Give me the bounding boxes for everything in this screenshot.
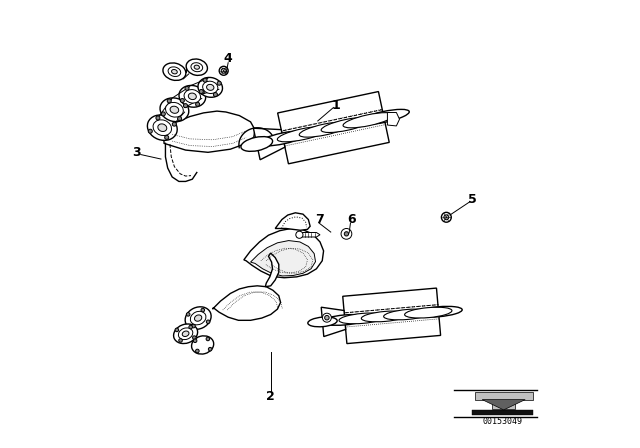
Circle shape [148, 129, 152, 133]
Ellipse shape [190, 311, 206, 325]
Circle shape [196, 102, 200, 106]
Circle shape [184, 103, 188, 108]
Ellipse shape [207, 84, 214, 90]
Circle shape [324, 315, 329, 320]
Polygon shape [275, 213, 310, 230]
Text: 4: 4 [224, 52, 232, 65]
Circle shape [175, 328, 179, 332]
Ellipse shape [191, 63, 203, 72]
Circle shape [219, 66, 228, 75]
Ellipse shape [185, 307, 211, 329]
Polygon shape [387, 112, 399, 126]
Ellipse shape [163, 63, 186, 81]
Ellipse shape [166, 103, 183, 117]
Circle shape [193, 336, 196, 340]
Text: 3: 3 [132, 146, 141, 159]
Polygon shape [244, 228, 324, 278]
Circle shape [185, 86, 189, 90]
Text: 1: 1 [332, 99, 340, 112]
Circle shape [156, 116, 160, 120]
Circle shape [186, 313, 190, 316]
Circle shape [200, 90, 204, 94]
Text: 00153049: 00153049 [483, 417, 523, 426]
Ellipse shape [179, 328, 193, 340]
Ellipse shape [160, 98, 189, 121]
Ellipse shape [300, 122, 350, 137]
Circle shape [221, 69, 226, 73]
Circle shape [203, 78, 207, 82]
Text: 5: 5 [468, 193, 477, 206]
Ellipse shape [339, 313, 387, 324]
Ellipse shape [203, 81, 218, 94]
Ellipse shape [173, 324, 198, 344]
Ellipse shape [191, 336, 214, 354]
Text: 2: 2 [266, 390, 275, 403]
Ellipse shape [241, 137, 273, 151]
Ellipse shape [258, 131, 308, 146]
Polygon shape [251, 241, 316, 276]
Ellipse shape [170, 106, 179, 113]
Text: 6: 6 [347, 213, 356, 226]
Ellipse shape [343, 112, 394, 128]
Circle shape [167, 99, 172, 103]
Ellipse shape [182, 331, 189, 336]
Polygon shape [482, 400, 525, 410]
Ellipse shape [415, 306, 462, 317]
Ellipse shape [321, 117, 372, 133]
Circle shape [179, 339, 182, 342]
Ellipse shape [383, 309, 431, 320]
Ellipse shape [198, 78, 223, 97]
Circle shape [217, 81, 221, 85]
Polygon shape [266, 253, 279, 287]
Circle shape [201, 308, 205, 312]
Ellipse shape [404, 307, 452, 318]
Polygon shape [472, 410, 533, 415]
Ellipse shape [195, 315, 202, 321]
Ellipse shape [358, 109, 409, 125]
Circle shape [199, 90, 204, 94]
Ellipse shape [362, 311, 409, 322]
Ellipse shape [188, 93, 196, 99]
Circle shape [193, 339, 197, 343]
Text: 7: 7 [316, 213, 324, 226]
Ellipse shape [186, 59, 207, 75]
Polygon shape [343, 288, 440, 344]
Circle shape [192, 324, 195, 328]
Polygon shape [297, 233, 320, 237]
Ellipse shape [277, 127, 328, 142]
Ellipse shape [158, 124, 167, 132]
Polygon shape [163, 111, 255, 152]
Circle shape [323, 313, 332, 322]
Circle shape [164, 135, 169, 139]
Ellipse shape [172, 69, 177, 74]
Ellipse shape [194, 65, 200, 69]
Circle shape [177, 116, 182, 121]
Polygon shape [321, 307, 346, 336]
Ellipse shape [147, 115, 177, 140]
Ellipse shape [308, 317, 337, 327]
Polygon shape [253, 128, 285, 160]
Circle shape [341, 228, 352, 239]
Circle shape [206, 337, 210, 341]
Circle shape [209, 347, 212, 351]
Polygon shape [212, 286, 280, 320]
Polygon shape [278, 91, 389, 164]
Circle shape [196, 349, 199, 353]
Circle shape [161, 112, 165, 116]
Circle shape [180, 99, 184, 103]
Ellipse shape [184, 90, 200, 103]
Polygon shape [475, 392, 533, 409]
Circle shape [296, 231, 303, 238]
Ellipse shape [321, 314, 369, 325]
Ellipse shape [168, 67, 180, 77]
Circle shape [213, 93, 218, 97]
Circle shape [442, 212, 451, 222]
Circle shape [206, 320, 210, 323]
Circle shape [344, 232, 349, 236]
Circle shape [444, 215, 449, 220]
Ellipse shape [179, 86, 205, 107]
Circle shape [189, 325, 193, 329]
Circle shape [172, 122, 177, 126]
Ellipse shape [153, 120, 172, 136]
